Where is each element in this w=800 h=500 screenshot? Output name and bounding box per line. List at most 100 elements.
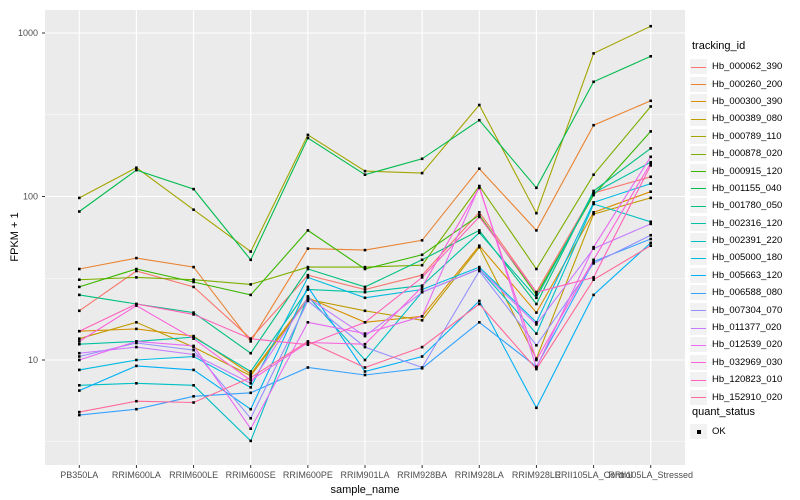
data-point <box>535 358 538 362</box>
data-point <box>249 337 252 340</box>
data-point <box>535 332 538 335</box>
legend-key-line-icon <box>690 93 707 109</box>
data-point <box>478 103 481 107</box>
data-point <box>649 147 652 150</box>
data-point <box>649 237 652 241</box>
legend-item-label: Hb_000915_120 <box>712 165 783 177</box>
data-point <box>135 321 138 324</box>
data-point <box>306 299 310 303</box>
data-point <box>135 345 138 349</box>
data-point <box>592 193 595 197</box>
legend-key-line-icon <box>690 320 707 336</box>
legend-key-line-icon <box>690 59 707 75</box>
data-point <box>249 351 252 355</box>
data-point <box>78 358 81 362</box>
data-point <box>420 253 424 257</box>
data-point <box>249 386 252 389</box>
data-point <box>306 298 310 301</box>
data-point <box>592 191 595 195</box>
data-point <box>478 299 481 303</box>
legend-item-label: Hb_000300_390 <box>712 95 783 107</box>
data-point <box>478 265 481 269</box>
legend-key-line-icon <box>690 267 707 283</box>
data-point <box>535 321 538 324</box>
y-tick-label: 100 <box>23 192 38 202</box>
x-tick-label: RRII105LA_Stressed <box>608 470 693 480</box>
data-point <box>306 276 310 279</box>
data-point <box>649 233 652 237</box>
data-point <box>420 276 424 279</box>
data-point <box>592 278 595 281</box>
data-point <box>306 296 310 300</box>
data-point <box>192 348 195 352</box>
data-point <box>78 342 81 346</box>
y-tick-labels: 10 100 1000 <box>18 28 38 365</box>
data-point <box>649 164 652 167</box>
data-point <box>420 263 424 267</box>
data-point <box>135 269 138 273</box>
data-point <box>249 370 252 373</box>
legend-key-line-icon <box>690 180 707 196</box>
legend-item-Hb_007304_070: Hb_007304_070 <box>690 301 782 318</box>
data-point <box>135 341 138 345</box>
data-point <box>135 407 138 411</box>
data-point <box>535 302 538 306</box>
data-point <box>592 293 595 297</box>
x-tick-label: RRIM928LA <box>455 470 504 480</box>
legend-item-Hb_120823_010: Hb_120823_010 <box>690 371 782 388</box>
data-point <box>592 245 595 249</box>
legend-key-line-icon <box>690 215 707 231</box>
data-point <box>420 285 424 289</box>
data-point <box>363 370 367 373</box>
legend-item-label: Hb_000789_110 <box>712 130 782 142</box>
legend-item-label: Hb_006588_080 <box>712 287 783 299</box>
data-point <box>135 364 138 368</box>
data-point <box>306 247 310 250</box>
x-tick-label: RRII105LA_Control <box>555 470 633 480</box>
data-point <box>478 321 481 324</box>
data-point <box>249 340 252 343</box>
legend-item-Hb_000789_110: Hb_000789_110 <box>690 128 782 145</box>
data-point <box>535 357 538 360</box>
x-axis-title: sample_name <box>330 484 400 496</box>
data-point <box>592 258 595 262</box>
data-point <box>192 311 195 314</box>
data-point <box>192 335 195 339</box>
data-point <box>192 401 195 404</box>
data-point <box>592 189 595 193</box>
legend-item-label: Hb_007304_070 <box>712 304 783 316</box>
data-point <box>535 293 538 297</box>
data-point <box>192 280 195 284</box>
data-point <box>78 413 81 417</box>
legend-item-label: Hb_000878_020 <box>712 148 783 160</box>
data-point <box>192 368 195 372</box>
legend-title-tracking-id: tracking_id <box>692 40 746 52</box>
legend-item-Hb_000915_120: Hb_000915_120 <box>690 162 782 179</box>
data-point <box>135 340 138 343</box>
y-tick-label: 1000 <box>18 28 38 38</box>
axis-ticks <box>42 32 652 468</box>
data-point <box>306 265 310 269</box>
legend-item-quant-ok: OK <box>690 423 726 440</box>
data-point <box>420 290 424 294</box>
legend-item-label: Hb_002391_220 <box>712 235 783 247</box>
data-point <box>306 321 310 324</box>
data-point <box>420 239 424 242</box>
x-tick-label: RRIM928LE <box>512 470 561 480</box>
data-point <box>535 290 538 294</box>
legend-item-label: Hb_001780_050 <box>712 200 783 212</box>
data-point <box>535 367 538 371</box>
data-point <box>78 351 81 355</box>
data-point <box>363 345 367 349</box>
data-point <box>592 202 595 206</box>
data-point <box>135 399 138 403</box>
legend-item-label: Hb_012539_020 <box>712 339 783 351</box>
legend-key-line-icon <box>690 76 707 92</box>
x-tick-labels: PB350LA RRIM600LA RRIM600LE RRIM600SE RRIM60… <box>60 470 693 480</box>
data-point <box>363 334 367 338</box>
data-point <box>420 258 424 262</box>
data-point <box>649 24 652 28</box>
legend-item-label: Hb_002316_120 <box>712 217 783 229</box>
data-point <box>535 311 538 314</box>
data-point <box>363 332 367 335</box>
